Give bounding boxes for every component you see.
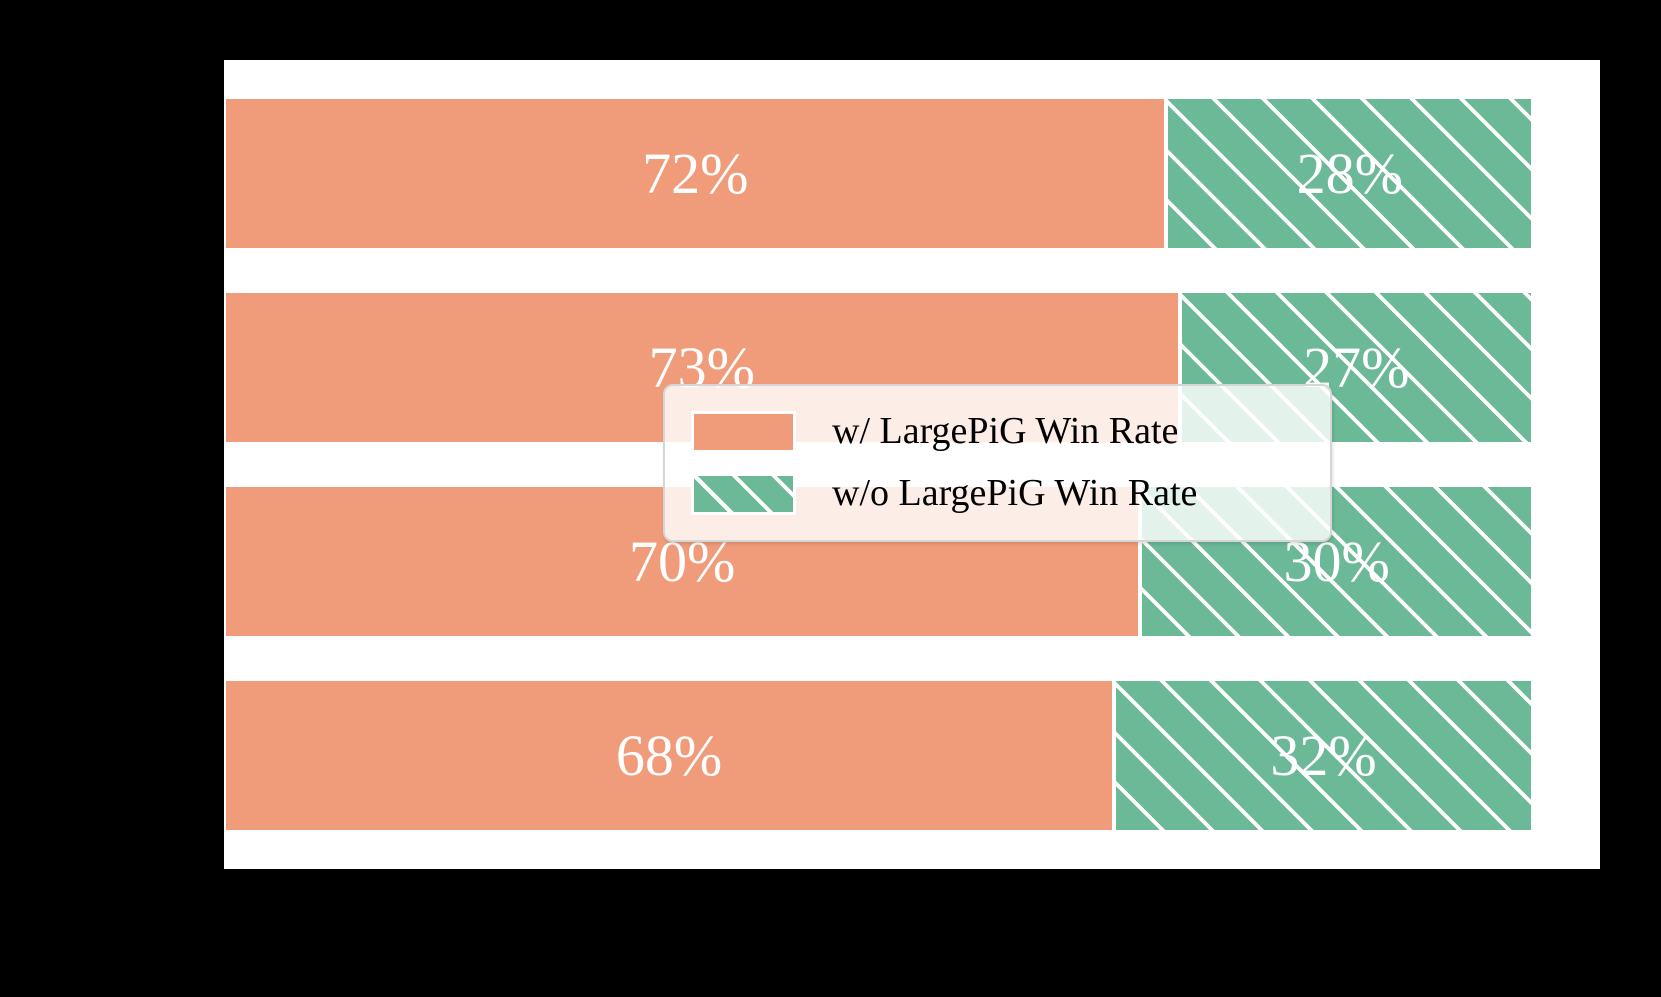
bar-value-label: 28%: [1296, 140, 1403, 206]
bar-segment-with-largepig: 68%: [224, 679, 1115, 832]
bar-segment-without-largepig: 32%: [1114, 679, 1533, 832]
legend-label: w/ LargePiG Win Rate: [832, 409, 1179, 452]
legend-item-without-largepig: w/o LargePiG Win Rate: [665, 472, 1330, 516]
bar-row: 68% 32%: [224, 679, 1533, 832]
bar-value-label: 72%: [642, 140, 749, 206]
plot-area: 72% 28% 73% 27% 70% 30% 68% 32% w/ LargePiG Win…: [224, 60, 1600, 869]
bar-segment-without-largepig: 28%: [1166, 97, 1533, 250]
legend-item-with-largepig: w/ LargePiG Win Rate: [665, 409, 1330, 453]
legend-label: w/o LargePiG Win Rate: [832, 472, 1198, 515]
bar-segment-with-largepig: 72%: [224, 97, 1167, 250]
bar-row: 72% 28%: [224, 97, 1533, 250]
legend-swatch-solid-salmon: [691, 410, 796, 453]
bar-value-label: 32%: [1270, 722, 1377, 788]
legend-swatch-hatched-green: [691, 473, 796, 516]
legend: w/ LargePiG Win Rate w/o LargePiG Win Ra…: [663, 384, 1332, 542]
bar-value-label: 68%: [615, 722, 723, 788]
